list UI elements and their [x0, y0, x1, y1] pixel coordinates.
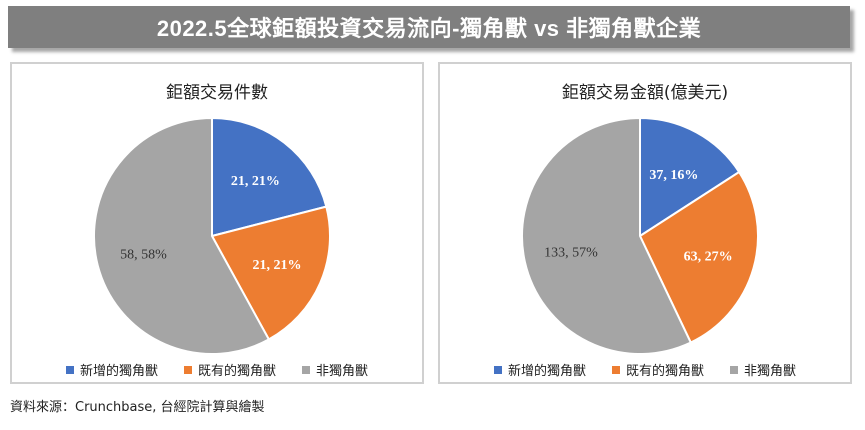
legend-swatch-gray	[302, 365, 310, 374]
slice-non-unicorn	[93, 116, 271, 354]
source-note: 資料來源：Crunchbase, 台經院計算與繪製	[10, 400, 265, 415]
legend-label: 非獨角獸	[316, 364, 369, 379]
page-title: 2022.5全球鉅額投資交易流向-獨角獸 vs 非獨角獸企業	[156, 16, 702, 41]
slice-existing-unicorn	[638, 170, 759, 344]
data-label: 63, 27%	[684, 249, 733, 264]
data-label: 133, 57%	[544, 246, 598, 261]
title-banner: 2022.5全球鉅額投資交易流向-獨角獸 vs 非獨角獸企業	[8, 6, 850, 48]
legend-label: 既有的獨角獸	[625, 364, 704, 379]
legend-swatch-blue	[65, 365, 74, 374]
data-label: 58, 58%	[120, 248, 167, 263]
pie-chart-amount: 37, 16% 63, 27% 133, 57%	[521, 116, 759, 354]
legend-label: 新增的獨角獸	[507, 364, 586, 379]
legend-swatch-orange	[183, 365, 192, 374]
slice-existing-unicorn	[210, 205, 331, 341]
legend-label: 新增的獨角獸	[79, 364, 158, 379]
legend-item-non: 非獨角獸	[302, 360, 368, 379]
legend-swatch-gray	[730, 365, 738, 374]
legend-item-new: 新增的獨角獸	[493, 360, 586, 379]
pie-chart-count: 21, 21% 21, 21% 58, 58%	[93, 116, 331, 354]
data-label: 37, 16%	[649, 168, 698, 183]
legend-swatch-blue	[493, 365, 502, 374]
data-label: 21, 21%	[252, 258, 301, 273]
legend-item-existing: 既有的獨角獸	[183, 360, 276, 379]
chart-title: 鉅額交易件數	[166, 83, 268, 103]
chart-title: 鉅額交易金額(億美元)	[561, 83, 729, 103]
legend-item-new: 新增的獨角獸	[65, 360, 158, 379]
legend-label: 非獨角獸	[744, 364, 797, 379]
legend: 新增的獨角獸 既有的獨角獸 非獨角獸	[12, 360, 422, 379]
legend-item-non: 非獨角獸	[730, 360, 796, 379]
slice-new-unicorn	[211, 116, 328, 238]
slice-new-unicorn	[639, 116, 741, 238]
legend-label: 既有的獨角獸	[197, 364, 276, 379]
slice-non-unicorn	[521, 116, 693, 354]
legend-item-existing: 既有的獨角獸	[611, 360, 704, 379]
chart-panel-count: 鉅額交易件數 21, 21% 21, 21% 58, 58% 新增的獨角獸 既有的獨…	[10, 62, 424, 384]
chart-panel-amount: 鉅額交易金額(億美元) 37, 16% 63, 27% 133, 57% 新增的獨角…	[438, 62, 852, 384]
legend: 新增的獨角獸 既有的獨角獸 非獨角獸	[440, 360, 850, 379]
data-label: 21, 21%	[231, 174, 280, 189]
legend-swatch-orange	[611, 365, 620, 374]
